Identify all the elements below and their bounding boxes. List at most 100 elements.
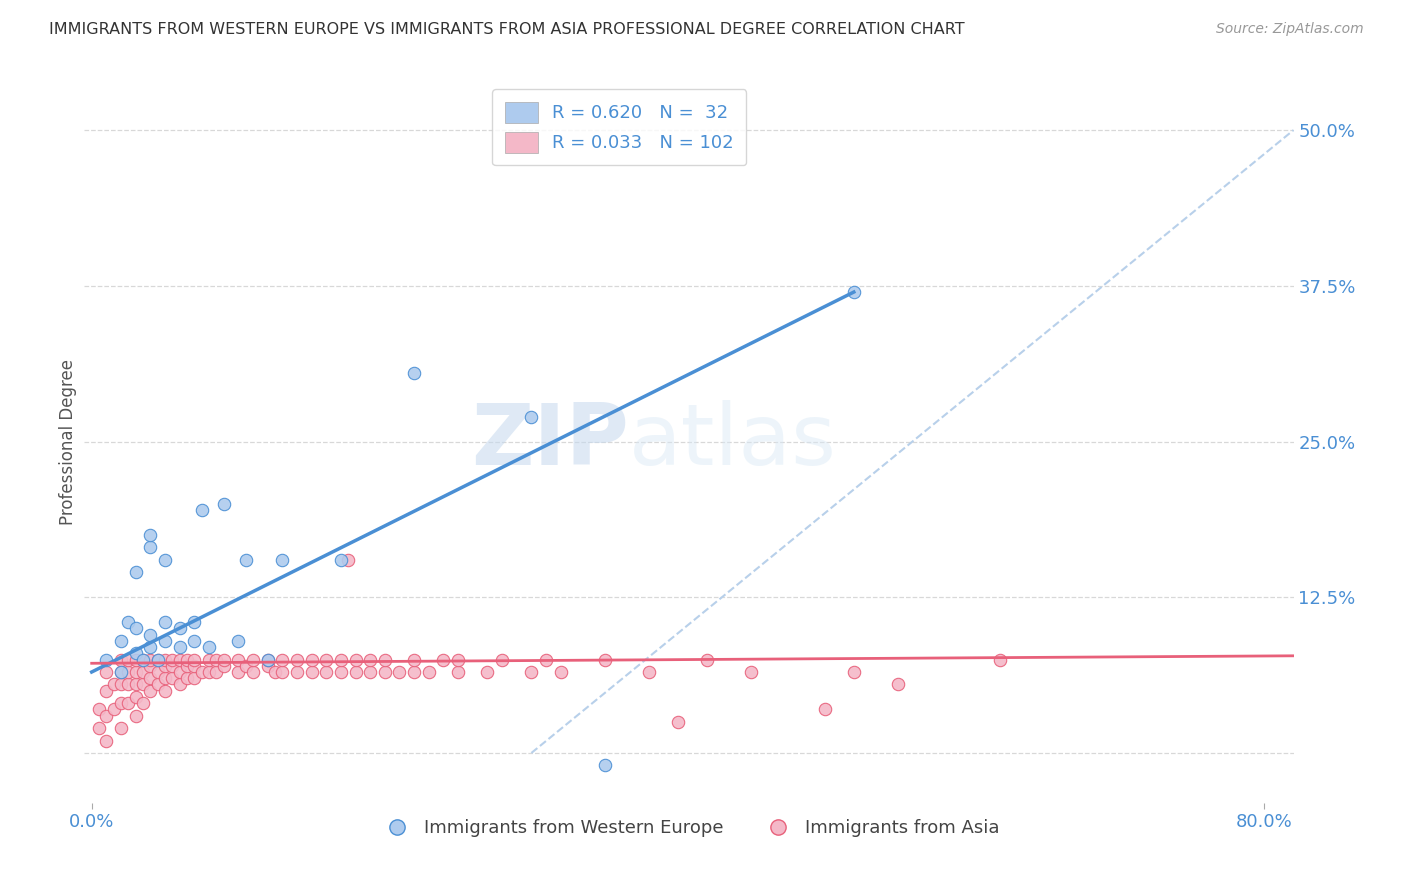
- Point: [153, 658, 176, 673]
- Point: [110, 696, 132, 710]
- Point: [176, 658, 198, 673]
- Point: [212, 658, 235, 673]
- Point: [666, 714, 689, 729]
- Point: [139, 671, 162, 685]
- Point: [329, 665, 352, 679]
- Point: [124, 652, 146, 666]
- Point: [242, 652, 264, 666]
- Point: [534, 652, 557, 666]
- Point: [242, 665, 264, 679]
- Point: [344, 652, 367, 666]
- Point: [162, 652, 184, 666]
- Point: [169, 640, 191, 654]
- Point: [212, 652, 235, 666]
- Point: [96, 683, 118, 698]
- Legend: Immigrants from Western Europe, Immigrants from Asia: Immigrants from Western Europe, Immigran…: [371, 812, 1007, 845]
- Point: [176, 652, 198, 666]
- Point: [593, 652, 616, 666]
- Point: [404, 665, 426, 679]
- Text: Source: ZipAtlas.com: Source: ZipAtlas.com: [1216, 22, 1364, 37]
- Point: [132, 652, 155, 666]
- Point: [226, 652, 249, 666]
- Point: [146, 652, 169, 666]
- Point: [96, 708, 118, 723]
- Point: [520, 409, 543, 424]
- Point: [271, 553, 294, 567]
- Point: [124, 566, 146, 580]
- Point: [153, 683, 176, 698]
- Point: [198, 652, 221, 666]
- Point: [418, 665, 440, 679]
- Point: [153, 615, 176, 630]
- Point: [813, 702, 835, 716]
- Point: [359, 665, 381, 679]
- Point: [146, 665, 169, 679]
- Point: [169, 677, 191, 691]
- Point: [124, 677, 146, 691]
- Point: [374, 665, 396, 679]
- Point: [124, 646, 146, 660]
- Point: [169, 665, 191, 679]
- Point: [124, 665, 146, 679]
- Point: [132, 696, 155, 710]
- Point: [117, 615, 139, 630]
- Point: [740, 665, 762, 679]
- Point: [96, 665, 118, 679]
- Point: [593, 758, 616, 772]
- Point: [96, 652, 118, 666]
- Point: [842, 285, 865, 299]
- Point: [117, 696, 139, 710]
- Point: [637, 665, 659, 679]
- Point: [153, 652, 176, 666]
- Point: [162, 671, 184, 685]
- Point: [271, 652, 294, 666]
- Point: [162, 658, 184, 673]
- Point: [132, 652, 155, 666]
- Point: [256, 652, 278, 666]
- Point: [87, 702, 110, 716]
- Point: [329, 652, 352, 666]
- Point: [285, 652, 308, 666]
- Point: [153, 633, 176, 648]
- Point: [183, 658, 205, 673]
- Point: [124, 708, 146, 723]
- Point: [990, 652, 1012, 666]
- Point: [447, 665, 470, 679]
- Point: [235, 658, 257, 673]
- Point: [301, 665, 323, 679]
- Point: [183, 615, 205, 630]
- Point: [359, 652, 381, 666]
- Point: [374, 652, 396, 666]
- Point: [550, 665, 572, 679]
- Point: [153, 553, 176, 567]
- Point: [337, 553, 360, 567]
- Point: [153, 671, 176, 685]
- Point: [256, 658, 278, 673]
- Y-axis label: Professional Degree: Professional Degree: [59, 359, 77, 524]
- Point: [146, 652, 169, 666]
- Point: [198, 640, 221, 654]
- Point: [124, 621, 146, 635]
- Point: [315, 652, 337, 666]
- Text: IMMIGRANTS FROM WESTERN EUROPE VS IMMIGRANTS FROM ASIA PROFESSIONAL DEGREE CORRE: IMMIGRANTS FROM WESTERN EUROPE VS IMMIGR…: [49, 22, 965, 37]
- Point: [139, 683, 162, 698]
- Point: [146, 677, 169, 691]
- Point: [169, 652, 191, 666]
- Point: [110, 652, 132, 666]
- Text: ZIP: ZIP: [471, 400, 628, 483]
- Point: [198, 665, 221, 679]
- Point: [315, 665, 337, 679]
- Point: [404, 366, 426, 380]
- Point: [124, 690, 146, 704]
- Point: [139, 528, 162, 542]
- Point: [139, 541, 162, 555]
- Point: [183, 652, 205, 666]
- Point: [404, 652, 426, 666]
- Point: [491, 652, 513, 666]
- Point: [388, 665, 411, 679]
- Point: [87, 721, 110, 735]
- Point: [176, 671, 198, 685]
- Point: [205, 665, 228, 679]
- Point: [169, 621, 191, 635]
- Point: [110, 665, 132, 679]
